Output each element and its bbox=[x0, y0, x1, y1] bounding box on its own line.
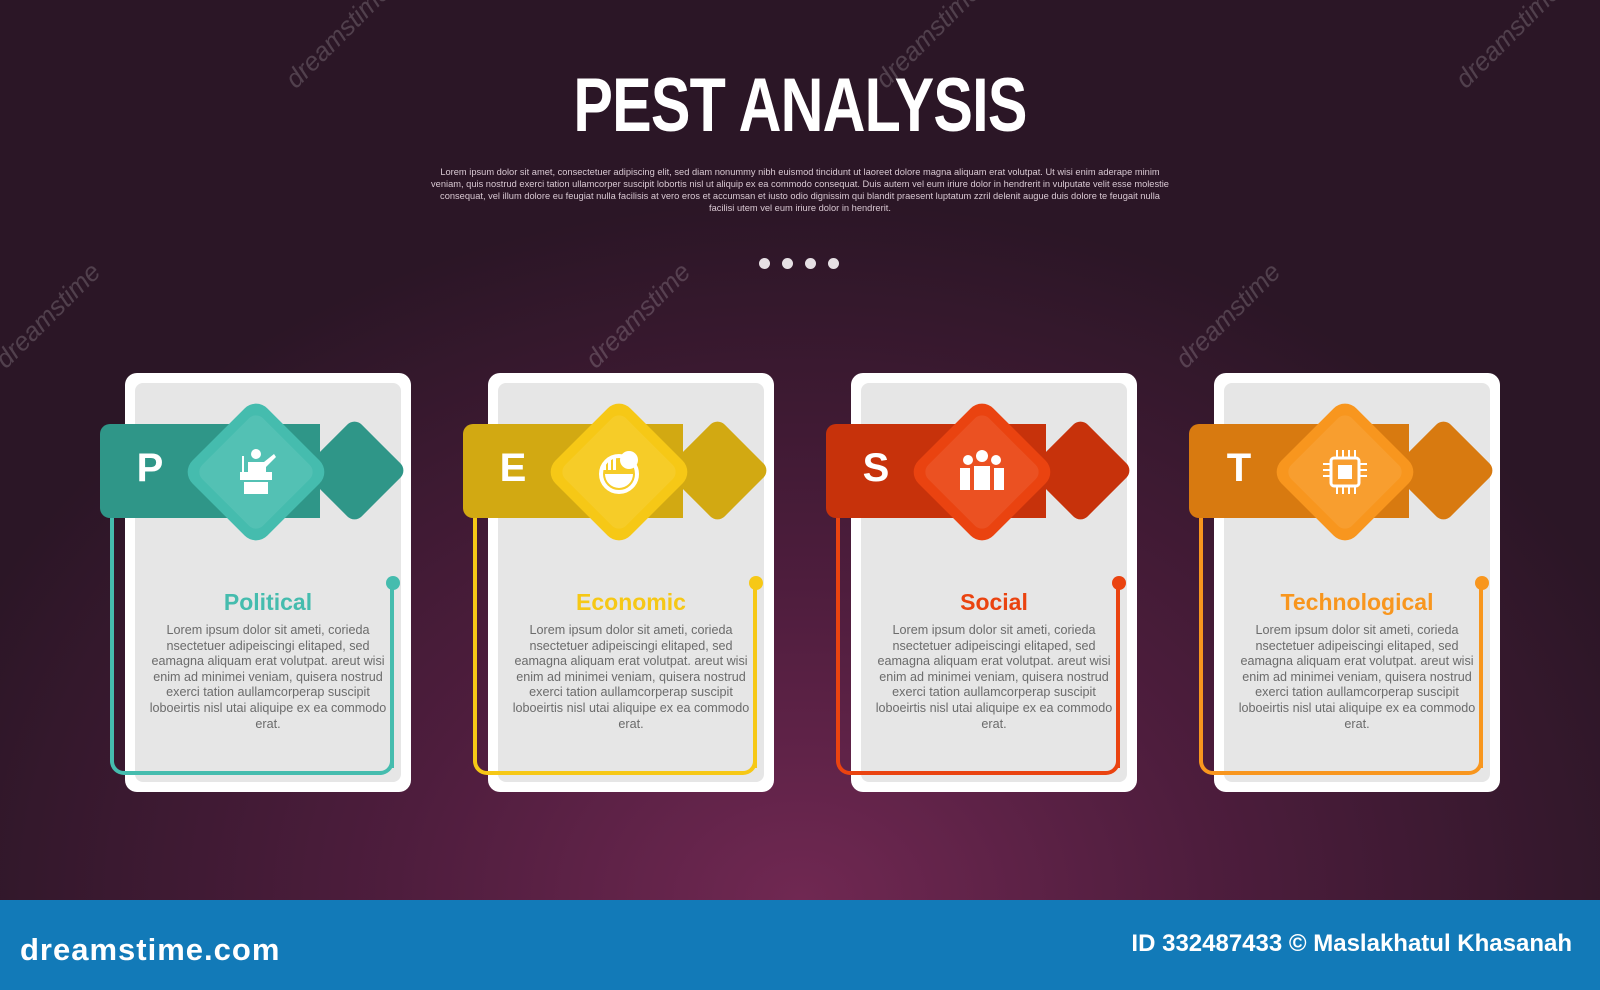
connector-dot bbox=[386, 576, 400, 590]
watermark-text: dreamstime bbox=[1168, 256, 1287, 374]
connector-dot bbox=[1475, 576, 1489, 590]
footer-banner: dreamstime.com ID 332487433 © Maslakhatu… bbox=[0, 900, 1600, 990]
pest-letter: E bbox=[499, 446, 527, 490]
connector-line bbox=[753, 583, 757, 768]
card-title: Economic bbox=[576, 589, 686, 615]
podium-speaker-icon bbox=[240, 449, 276, 494]
dots-divider bbox=[759, 258, 839, 269]
watermark-text: dreamstime bbox=[0, 256, 107, 374]
connector-line bbox=[1116, 583, 1120, 768]
card-political: P Political Lorem ipsum dolor sit ameti,… bbox=[100, 373, 411, 792]
card-description: Lorem ipsum dolor sit ameti, corieda nse… bbox=[875, 623, 1113, 731]
brand-logo[interactable]: dreamstime.com bbox=[20, 932, 281, 967]
connector-dot bbox=[749, 576, 763, 590]
connector-line bbox=[1479, 583, 1483, 768]
pest-letter: T bbox=[1226, 446, 1252, 490]
subtitle: Lorem ipsum dolor sit amet, consectetuer… bbox=[431, 167, 1169, 213]
card-description: Lorem ipsum dolor sit ameti, corieda nse… bbox=[512, 623, 750, 731]
card-technological: T Technological Lorem ipsum dolor sit am… bbox=[1189, 373, 1500, 792]
card-social: S Social Lorem ipsum dolor sit ameti, co… bbox=[826, 373, 1137, 792]
card-description: Lorem ipsum dolor sit ameti, corieda nse… bbox=[1238, 623, 1476, 731]
connector-dot bbox=[1112, 576, 1126, 590]
page-title: PEST ANALYSIS bbox=[573, 63, 1027, 148]
pest-letter: P bbox=[136, 446, 164, 490]
image-credit: ID 332487433 © Maslakhatul Khasanah bbox=[1131, 930, 1572, 957]
microchip-icon bbox=[1323, 450, 1367, 494]
card-title: Social bbox=[960, 589, 1028, 615]
watermark-text: dreamstime bbox=[1448, 0, 1567, 94]
money-globe-icon bbox=[599, 451, 639, 494]
connector-line bbox=[390, 583, 394, 768]
card-title: Technological bbox=[1280, 589, 1434, 615]
card-title: Political bbox=[223, 589, 313, 615]
card-description: Lorem ipsum dolor sit ameti, corieda nse… bbox=[149, 623, 387, 731]
card-economic: E Economic Lorem ipsum dolor sit ameti, … bbox=[463, 373, 774, 792]
people-group-icon bbox=[960, 450, 1004, 490]
pest-letter: S bbox=[862, 446, 890, 490]
watermark-text: dreamstime bbox=[578, 256, 697, 374]
